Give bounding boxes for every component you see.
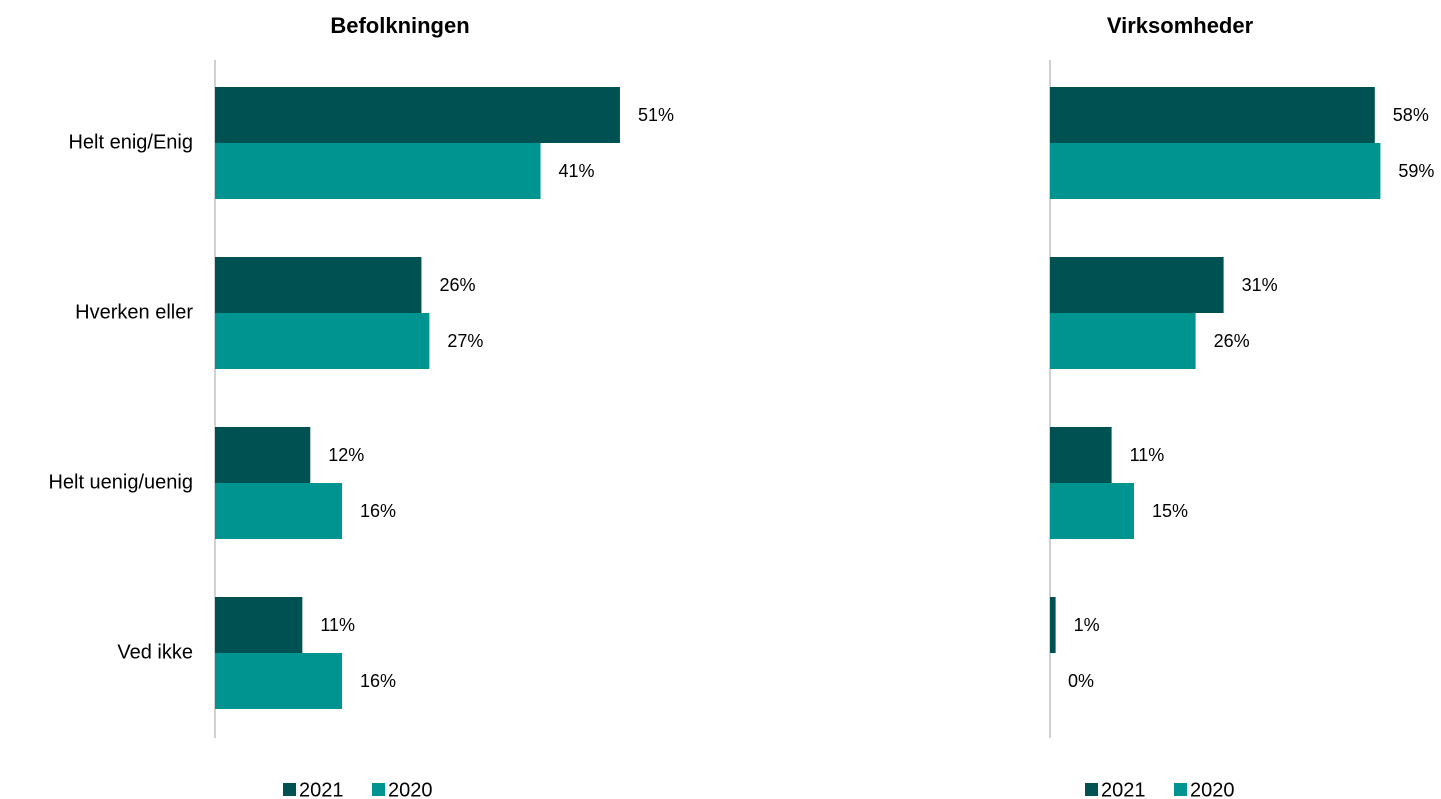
bar	[215, 597, 303, 653]
value-label: 59%	[1398, 161, 1434, 181]
value-label: 26%	[439, 275, 475, 295]
bar	[1050, 483, 1134, 539]
value-label: 12%	[328, 445, 364, 465]
bar	[1050, 427, 1112, 483]
bar	[215, 143, 541, 199]
category-label: Helt enig/Enig	[68, 131, 193, 153]
value-label: 11%	[320, 615, 355, 635]
bar	[1050, 87, 1375, 143]
bar	[215, 87, 620, 143]
value-label: 41%	[559, 161, 595, 181]
value-label: 26%	[1214, 331, 1250, 351]
legend-swatch	[1174, 783, 1187, 796]
bar	[215, 483, 343, 539]
bar	[1050, 313, 1196, 369]
category-label: Helt uenig/uenig	[48, 471, 193, 493]
value-label: 31%	[1242, 275, 1278, 295]
legend-label: 2020	[1190, 779, 1235, 799]
value-label: 58%	[1393, 105, 1429, 125]
chart-title: Virksomheder	[1107, 13, 1254, 38]
chart-title: Befolkningen	[330, 13, 469, 38]
bar	[215, 427, 311, 483]
value-label: 11%	[1130, 445, 1165, 465]
value-label: 51%	[638, 105, 674, 125]
bar	[1050, 257, 1224, 313]
legend-label: 2021	[1101, 779, 1146, 799]
value-label: 16%	[360, 671, 396, 691]
value-label: 1%	[1074, 615, 1100, 635]
legend-label: 2020	[388, 779, 433, 799]
category-label: Hverken eller	[75, 301, 193, 323]
bar	[1050, 597, 1056, 653]
value-label: 16%	[360, 501, 396, 521]
value-label: 15%	[1152, 501, 1188, 521]
value-label: 0%	[1068, 671, 1094, 691]
category-label: Ved ikke	[117, 641, 193, 663]
legend-swatch	[1085, 783, 1098, 796]
bar	[215, 313, 430, 369]
legend-swatch	[372, 783, 385, 796]
bar	[215, 653, 343, 709]
value-label: 27%	[447, 331, 483, 351]
bar	[1050, 143, 1381, 199]
legend-label: 2021	[299, 779, 344, 799]
bar	[215, 257, 422, 313]
legend-swatch	[283, 783, 296, 796]
